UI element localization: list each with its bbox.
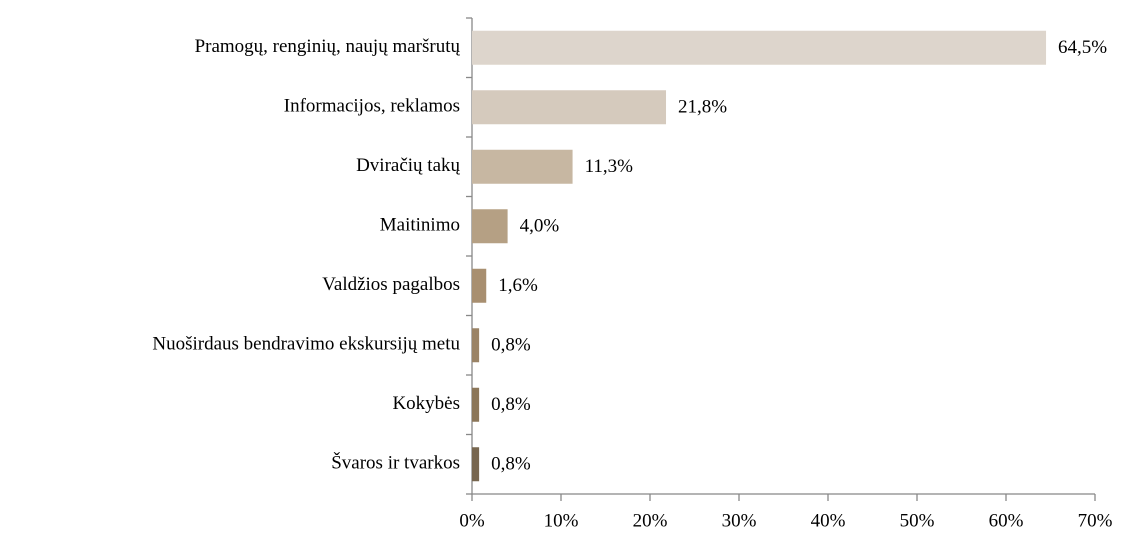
x-tick-label: 70% (1078, 510, 1113, 531)
value-label: 11,3% (585, 156, 634, 177)
value-label: 0,8% (491, 394, 531, 415)
bar (472, 447, 480, 482)
y-tick-label: Informacijos, reklamos (284, 96, 460, 117)
y-tick-label: Švaros ir tvarkos (331, 452, 460, 474)
x-tick-label: 60% (989, 510, 1024, 531)
bar (472, 90, 667, 125)
value-label: 21,8% (678, 97, 727, 118)
x-tick-label: 10% (544, 510, 579, 531)
x-tick-label: 30% (722, 510, 757, 531)
y-tick-label: Valdžios pagalbos (322, 274, 460, 295)
y-tick-label: Nuoširdaus bendravimo ekskursijų metu (152, 334, 460, 355)
value-label: 0,8% (491, 335, 531, 356)
value-label: 4,0% (520, 216, 560, 237)
x-tick-label: 40% (811, 510, 846, 531)
y-tick-label: Maitinimo (380, 215, 460, 236)
bar (472, 387, 480, 422)
y-tick-label: Pramogų, renginių, naujų maršrutų (195, 36, 461, 57)
bar (472, 268, 487, 303)
value-label: 1,6% (498, 275, 538, 296)
x-tick-label: 50% (900, 510, 935, 531)
value-label: 64,5% (1058, 37, 1107, 58)
bar (472, 328, 480, 363)
y-tick-label: Dviračių takų (356, 155, 460, 176)
value-label: 0,8% (491, 454, 531, 475)
bar (472, 30, 1047, 65)
bar (472, 209, 508, 244)
y-tick-label: Kokybės (392, 393, 460, 414)
x-tick-label: 20% (633, 510, 668, 531)
bar (472, 149, 573, 184)
x-tick-label: 0% (459, 510, 485, 531)
